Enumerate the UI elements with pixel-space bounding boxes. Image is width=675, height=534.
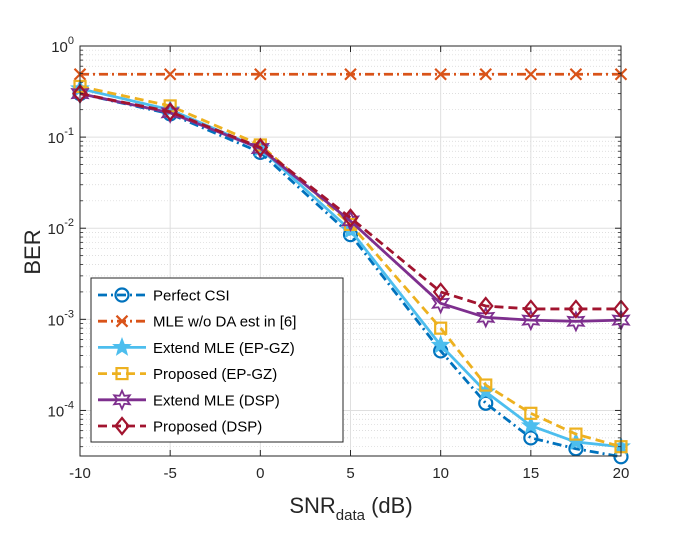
legend-item: Extend MLE (DSP) xyxy=(98,388,280,411)
series-line xyxy=(79,92,622,323)
legend-marker xyxy=(115,367,129,381)
legend-marker xyxy=(112,388,132,411)
y-tick-exponent: 0 xyxy=(68,35,74,47)
legend-item: Perfect CSI xyxy=(98,287,230,305)
x-tick-label: 0 xyxy=(256,465,264,482)
x-tick-label: 5 xyxy=(346,465,354,482)
x-tick-label: -10 xyxy=(69,465,91,482)
x-axis-title-subscript: data xyxy=(336,507,366,524)
data-point xyxy=(569,67,583,81)
legend-item: Proposed (DSP) xyxy=(98,416,262,436)
data-point xyxy=(162,101,179,122)
y-tick-base: 10 xyxy=(48,130,65,147)
data-point xyxy=(478,395,494,411)
y-tick-base: 10 xyxy=(48,221,65,238)
x-tick-label: -5 xyxy=(163,465,176,482)
y-tick-label: 100 xyxy=(51,35,74,56)
data-point xyxy=(479,67,493,81)
y-tick-exponent: -3 xyxy=(64,308,74,320)
data-point xyxy=(344,67,357,81)
legend-label: MLE w/o DA est in [6] xyxy=(153,314,296,331)
data-point xyxy=(434,321,448,335)
series-1 xyxy=(73,67,628,81)
data-point xyxy=(432,282,449,302)
y-tick-exponent: -2 xyxy=(64,217,74,229)
y-tick-label: 10-2 xyxy=(48,217,74,238)
y-axis-title: BER xyxy=(20,229,45,274)
legend-marker xyxy=(115,314,129,328)
series-line xyxy=(79,92,622,459)
data-point xyxy=(524,67,538,81)
y-tick-exponent: -4 xyxy=(64,399,74,411)
x-tick-label: 15 xyxy=(522,465,539,482)
data-point xyxy=(522,299,539,319)
data-point xyxy=(520,415,541,435)
x-tick-label: 10 xyxy=(432,465,449,482)
data-point xyxy=(160,101,180,124)
x-tick-labels: -10 -5 0 5 10 15 20 xyxy=(69,465,629,482)
data-point xyxy=(521,308,541,332)
data-point xyxy=(342,208,359,228)
legend-label: Extend MLE (DSP) xyxy=(153,392,280,409)
data-point xyxy=(479,378,493,392)
series-line xyxy=(79,92,621,311)
x-tick-label: 20 xyxy=(613,465,630,482)
data-point xyxy=(250,137,271,160)
data-point xyxy=(434,67,447,81)
data-point xyxy=(340,209,361,233)
legend-item: Proposed (EP-GZ) xyxy=(98,366,277,383)
data-point xyxy=(430,292,451,315)
data-point xyxy=(430,334,451,354)
axis-ticks xyxy=(79,45,622,456)
y-tick-label: 10-4 xyxy=(48,399,74,420)
data-point xyxy=(477,296,494,316)
legend-box xyxy=(90,277,344,443)
data-point xyxy=(254,67,267,81)
legend-marker xyxy=(112,336,132,356)
data-point xyxy=(476,306,496,329)
data-point xyxy=(569,427,583,441)
data-point xyxy=(566,310,586,333)
data-point xyxy=(567,299,584,319)
legend-label: Perfect CSI xyxy=(153,288,230,305)
data-point xyxy=(163,67,177,81)
legend: Perfect CSI MLE w/o DA est in [6] Extend M… xyxy=(90,277,344,443)
data-point xyxy=(252,137,269,158)
legend-items: Perfect CSI MLE w/o DA est in [6] Extend M… xyxy=(98,287,296,436)
y-tick-base: 10 xyxy=(48,312,65,329)
series-5 xyxy=(72,83,629,319)
x-axis-title-unit: (dB) xyxy=(365,493,413,518)
legend-label: Proposed (EP-GZ) xyxy=(153,366,277,383)
data-point xyxy=(524,406,538,420)
x-axis-title: SNRdata (dB) xyxy=(289,493,412,524)
data-point xyxy=(523,430,539,446)
legend-marker xyxy=(114,416,130,436)
series-line xyxy=(79,85,622,449)
y-tick-base: 10 xyxy=(51,39,68,56)
legend-item: MLE w/o DA est in [6] xyxy=(98,314,296,331)
y-tick-label: 10-1 xyxy=(48,126,74,147)
y-tick-label: 10-3 xyxy=(48,308,74,329)
legend-item: Extend MLE (EP-GZ) xyxy=(98,336,295,357)
legend-label: Proposed (DSP) xyxy=(153,419,262,436)
y-tick-base: 10 xyxy=(48,403,65,420)
y-tick-exponent: -1 xyxy=(64,126,74,138)
legend-marker xyxy=(114,287,130,303)
legend-label: Extend MLE (EP-GZ) xyxy=(153,340,295,357)
x-axis-title-main: SNR xyxy=(289,493,335,518)
